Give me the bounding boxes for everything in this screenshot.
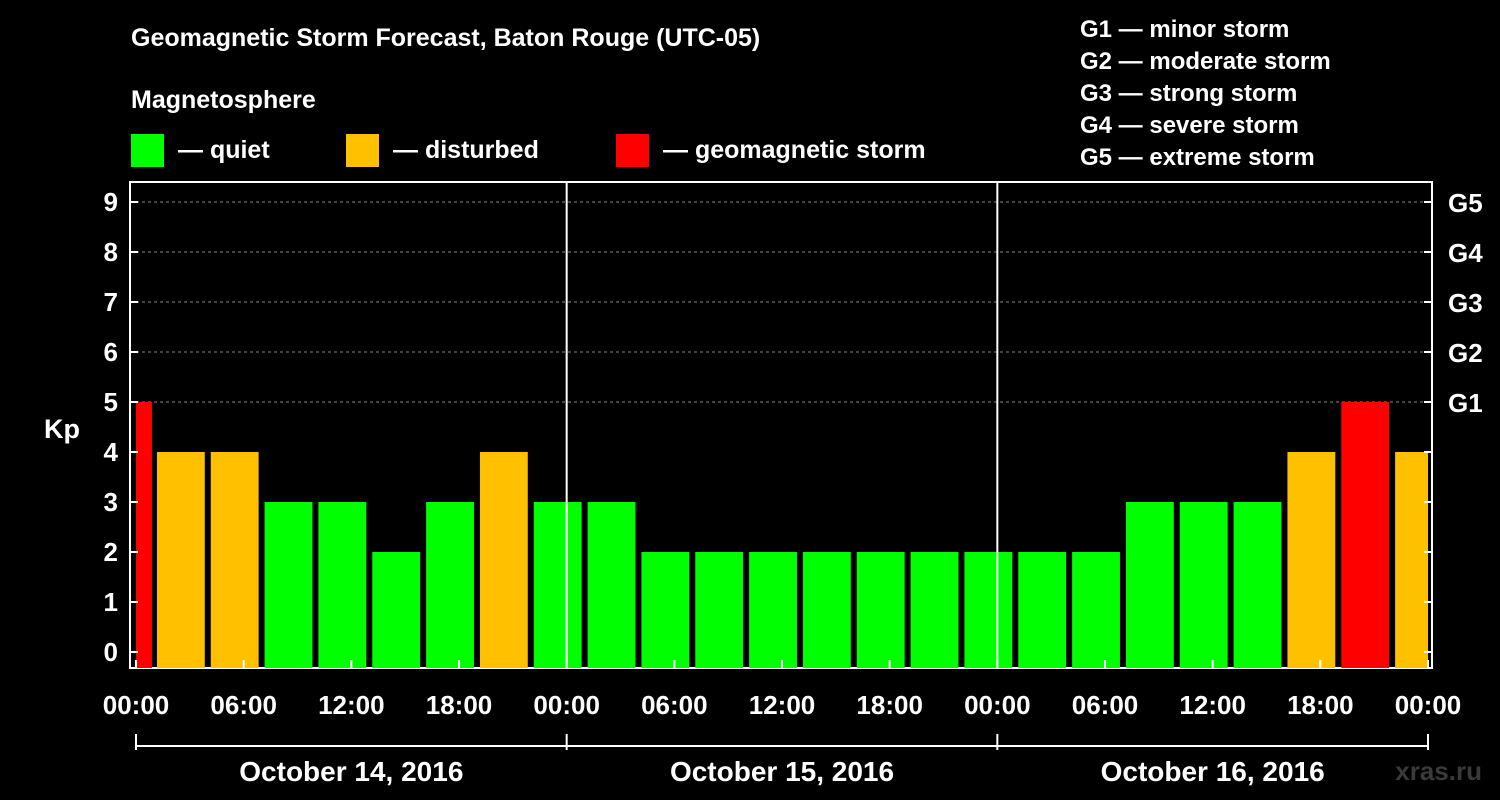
x-tick-label: 18:00 [426,690,493,720]
day-label: October 14, 2016 [239,756,463,787]
x-tick-label: 00:00 [533,690,600,720]
legend-item-quiet: — quiet [131,134,270,167]
storm-level-g1: G1 — minor storm [1080,16,1290,43]
g-level-label: G5 [1448,188,1483,218]
bar [1018,552,1067,668]
g-level-label: G3 [1448,288,1483,318]
x-tick-label: 00:00 [1395,690,1462,720]
bar [856,552,905,668]
storm-level-g3: G3 — strong storm [1080,80,1298,107]
bar [1395,452,1428,668]
x-tick-label: 18:00 [856,690,923,720]
y-tick-label: 2 [104,537,118,567]
legend-item-storm: — geomagnetic storm [616,134,926,167]
bar [1287,452,1336,668]
bar [802,552,851,668]
x-tick-label: 18:00 [1287,690,1354,720]
legend-heading: Magnetosphere [131,86,316,114]
x-tick-label: 12:00 [749,690,816,720]
bar [479,452,528,668]
storm-level-g5: G5 — extreme storm [1080,144,1315,171]
bar [426,502,474,668]
bar [318,502,367,668]
x-tick-label: 06:00 [1072,690,1139,720]
disturbed-swatch [346,134,379,167]
x-tick-label: 00:00 [103,690,170,720]
y-tick-label: 4 [104,437,119,467]
quiet-swatch [131,134,164,167]
bar [749,552,797,668]
bar [695,552,744,668]
y-axis-label: Kp [44,414,80,444]
bar [641,552,690,668]
storm-scale-list: G1 — minor storm G2 — moderate storm G3 … [1080,14,1331,174]
y-tick-label: 0 [104,637,118,667]
bar [1233,502,1282,668]
y-tick-label: 7 [104,287,118,317]
y-tick-label: 9 [104,187,118,217]
bar [210,452,259,668]
bar [1179,502,1228,668]
x-tick-label: 06:00 [641,690,708,720]
bar [964,552,1013,668]
storm-level-g2: G2 — moderate storm [1080,48,1331,75]
bar [264,502,313,668]
y-tick-label: 1 [104,587,118,617]
bar [136,402,152,668]
g-level-label: G4 [1448,238,1483,268]
y-tick-label: 5 [104,387,118,417]
legend-label-disturbed: — disturbed [393,136,539,164]
bar [1125,502,1174,668]
g-level-label: G2 [1448,338,1483,368]
g-level-label: G1 [1448,388,1483,418]
day-label: October 15, 2016 [670,756,894,787]
legend-item-disturbed: — disturbed [346,134,539,167]
bar [156,452,205,668]
day-label: October 16, 2016 [1101,756,1325,787]
watermark: xras.ru [1395,756,1482,786]
bar [1072,552,1120,668]
bar [372,552,421,668]
legend-label-storm: — geomagnetic storm [663,136,926,164]
y-tick-label: 8 [104,237,118,267]
x-tick-label: 00:00 [964,690,1031,720]
legend-label-quiet: — quiet [178,136,270,164]
bar [1341,402,1390,668]
storm-swatch [616,134,649,167]
x-tick-label: 12:00 [1179,690,1246,720]
x-tick-label: 06:00 [210,690,277,720]
bar [910,552,959,668]
bar [533,502,582,668]
bar [587,502,636,668]
y-tick-label: 3 [104,487,118,517]
x-tick-label: 12:00 [318,690,385,720]
storm-level-g4: G4 — severe storm [1080,112,1299,139]
chart-title: Geomagnetic Storm Forecast, Baton Rouge … [131,24,761,52]
y-tick-label: 6 [104,337,118,367]
